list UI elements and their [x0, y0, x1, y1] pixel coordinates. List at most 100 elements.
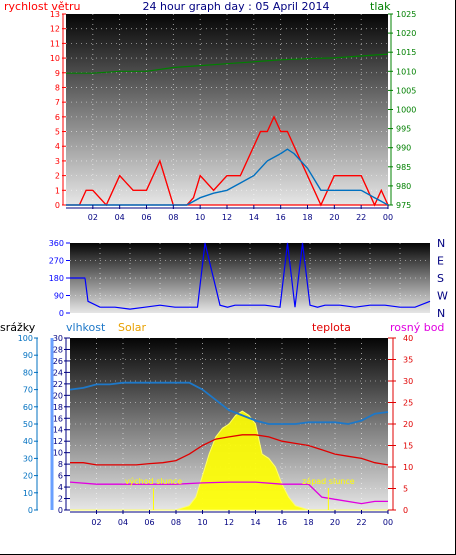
panel3-x-tick-label: 02: [91, 518, 101, 527]
rain-tick-label: 0: [28, 506, 33, 515]
rain-tick-label: 90: [23, 351, 33, 360]
temperature-tick-label: 30: [403, 377, 413, 386]
panel1-x-tick-label: 02: [88, 213, 98, 222]
wind-direction-series: [70, 242, 431, 310]
humidity-tick-label: 12: [53, 437, 63, 446]
wind-tick-label: 7: [55, 98, 60, 107]
humidity-tick-label: 10: [53, 449, 63, 458]
pressure-tick-label: 985: [396, 163, 411, 172]
panel1-x-tick-label: 10: [195, 213, 205, 222]
wind-tick-label: 12: [50, 25, 60, 34]
pressure-tick-label: 980: [396, 182, 411, 191]
rain-tick-label: 10: [23, 489, 33, 498]
panel1-x-tick-label: 22: [356, 213, 366, 222]
humidity-tick-label: 20: [53, 391, 63, 400]
sun-event-label: západ slunce: [302, 477, 355, 486]
rain-tick-label: 60: [23, 403, 33, 412]
pressure-tick-label: 975: [396, 201, 411, 210]
pressure-tick-label: 995: [396, 125, 411, 134]
panel3-x-tick-label: 20: [330, 518, 340, 527]
panel1-x-tick-label: 06: [141, 213, 151, 222]
direction-tick-label: 360: [49, 239, 64, 248]
humidity-tick-label: 0: [58, 506, 63, 515]
panel3-x-tick-label: 16: [277, 518, 287, 527]
panel1-x-tick-label: 20: [329, 213, 339, 222]
pressure-tick-label: 1010: [396, 67, 416, 76]
panel1-x-tick-label: 16: [276, 213, 286, 222]
compass-label: N: [437, 237, 445, 250]
temperature-series: [70, 434, 389, 466]
temperature-tick-label: 40: [403, 334, 413, 343]
direction-tick-label: 180: [49, 274, 64, 283]
dewpoint-axis-label: rosný bod: [390, 321, 444, 334]
humidity-tick-label: 26: [53, 357, 63, 366]
wind-tick-label: 6: [55, 113, 60, 122]
sun-event-label: východ slunce: [125, 477, 182, 486]
wind-tick-label: 9: [55, 69, 60, 78]
rain-axis-label: srážky: [0, 321, 36, 334]
compass-label: W: [437, 290, 448, 303]
panel3-x-tick-label: 18: [303, 518, 313, 527]
humidity-tick-label: 22: [53, 380, 63, 389]
panel3-x-tick-label: 04: [118, 518, 128, 527]
dewpoint-series: [69, 481, 388, 505]
rain-tick-label: 30: [23, 454, 33, 463]
humidity-tick-label: 14: [53, 426, 63, 435]
temperature-tick-label: 5: [403, 485, 408, 494]
panel1-x-tick-label: 08: [168, 213, 178, 222]
pressure-tick-label: 990: [396, 144, 411, 153]
solar-series: [70, 410, 388, 511]
pressure-tick-label: 1005: [396, 86, 416, 95]
rain-tick-label: 70: [23, 386, 33, 395]
humidity-tick-label: 4: [58, 483, 63, 492]
humidity-tick-label: 8: [58, 460, 63, 469]
compass-label: E: [437, 255, 444, 268]
direction-tick-label: 270: [49, 257, 64, 266]
panel3-x-tick-label: 22: [356, 518, 366, 527]
humidity-tick-label: 16: [53, 414, 63, 423]
temperature-tick-label: 10: [403, 463, 413, 472]
solar-label: Solar: [118, 321, 147, 334]
humidity-tick-label: 18: [53, 403, 63, 412]
humidity-tick-label: 2: [58, 495, 63, 504]
pressure-tick-label: 1000: [396, 106, 416, 115]
panel3-x-tick-label: 06: [144, 518, 154, 527]
humidity-tick-label: 30: [53, 334, 63, 343]
wind-tick-label: 13: [50, 10, 60, 19]
wind-tick-label: 3: [55, 157, 60, 166]
wind-tick-label: 2: [55, 172, 60, 181]
temperature-tick-label: 20: [403, 420, 413, 429]
chart-title: 24 hour graph day : 05 April 2014: [143, 0, 330, 13]
humidity-tick-label: 28: [53, 345, 63, 354]
rain-tick-label: 20: [23, 472, 33, 481]
humidity-tick-label: 6: [58, 472, 63, 481]
direction-tick-label: 90: [54, 292, 64, 301]
wind-tick-label: 5: [55, 128, 60, 137]
pressure-tick-label: 1015: [396, 48, 416, 57]
humidity-tick-label: 24: [53, 368, 63, 377]
wind-axis-label: rychlost větru: [4, 0, 80, 13]
pressure-tick-label: 1025: [396, 10, 416, 19]
pressure-series: [66, 53, 389, 74]
panel1-x-tick-label: 04: [115, 213, 125, 222]
rain-tick-label: 100: [18, 334, 33, 343]
rain-tick-label: 80: [23, 368, 33, 377]
panel1-x-tick-label: 18: [302, 213, 312, 222]
rain-tick-label: 50: [23, 420, 33, 429]
wind-tick-label: 1: [55, 186, 60, 195]
panel3-x-tick-label: 00: [383, 518, 393, 527]
wind-tick-label: 11: [50, 39, 60, 48]
direction-tick-label: 0: [59, 309, 64, 318]
temperature-tick-label: 35: [403, 356, 413, 365]
wind-tick-label: 4: [55, 142, 60, 151]
temperature-tick-label: 25: [403, 399, 413, 408]
panel3-x-tick-label: 12: [224, 518, 234, 527]
humidity-axis-label: vlhkost: [66, 321, 106, 334]
panel3-x-tick-label: 14: [250, 518, 260, 527]
compass-label: S: [437, 272, 444, 285]
panel3-x-tick-label: 10: [197, 518, 207, 527]
wind-tick-label: 10: [50, 54, 60, 63]
pressure-tick-label: 1020: [396, 29, 416, 38]
temperature-tick-label: 0: [403, 506, 408, 515]
wind-tick-label: 8: [55, 83, 60, 92]
